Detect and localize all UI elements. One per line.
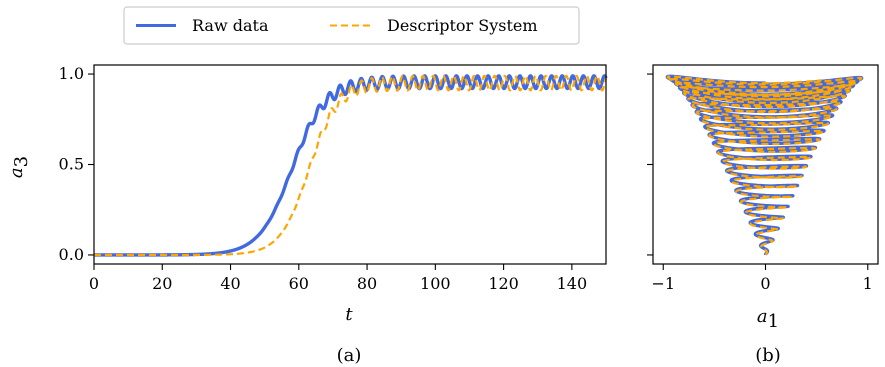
panel-a-x-tick-label: 60	[289, 274, 309, 293]
panel-b: −1 0 1 a1 (b)	[647, 64, 879, 366]
legend-box	[123, 6, 580, 45]
panel-b-x-tick-label: −1	[651, 274, 675, 293]
panel-b-y-ticks	[647, 73, 653, 256]
panel-b-x-label-sub: 1	[768, 311, 779, 332]
panel-a-x-tick-label: 40	[220, 274, 240, 293]
panel-a-y-label-main: a	[6, 167, 27, 178]
panel-a-x-tick-label: 80	[357, 274, 377, 293]
panel-a-series-descriptor-system	[94, 74, 608, 257]
panel-a-x-tick-label: 100	[420, 274, 451, 293]
panel-a-frame	[93, 64, 607, 265]
panel-a-x-tick-label: 120	[488, 274, 519, 293]
panel-a-y-tick-label: 0.0	[59, 245, 84, 264]
panel-a-x-ticks: 0 20 40 60 80 100 120 140	[89, 264, 587, 293]
panel-b-x-axis-label: a1	[757, 306, 779, 332]
panel-b-x-ticks: −1 0 1	[651, 264, 873, 293]
legend: Raw data Descriptor System	[123, 6, 580, 45]
panel-a-x-tick-label: 20	[152, 274, 172, 293]
panel-a-y-axis-label: a3	[6, 156, 32, 178]
panel-a-y-tick-label: 1.0	[59, 64, 84, 83]
panel-b-series-descriptor-system	[666, 75, 863, 256]
panel-a: 0 20 40 60 80 100 120 140 0.0 0.5 1.0 t a3 (a)	[6, 64, 608, 366]
svg-text:a3: a3	[6, 156, 32, 178]
legend-label-descriptor-system: Descriptor System	[387, 16, 538, 35]
panel-b-series-group	[665, 74, 864, 257]
panel-a-y-ticks: 0.0 0.5 1.0	[59, 64, 94, 264]
panel-a-x-tick-label: 0	[89, 274, 99, 293]
panel-a-y-tick-label: 0.5	[59, 155, 84, 174]
panel-b-x-tick-label: 1	[863, 274, 873, 293]
panel-b-caption: (b)	[755, 345, 781, 366]
panel-a-series-group	[94, 74, 608, 257]
panel-a-x-axis-label: t	[345, 304, 353, 325]
legend-label-raw-data: Raw data	[192, 16, 269, 35]
panel-b-x-label-main: a	[757, 306, 768, 327]
panel-a-y-label-sub: 3	[11, 156, 32, 167]
panel-a-caption: (a)	[337, 345, 362, 366]
panel-a-x-tick-label: 140	[557, 274, 588, 293]
panel-a-series-raw-data	[94, 74, 608, 257]
panel-b-x-tick-label: 0	[760, 274, 770, 293]
